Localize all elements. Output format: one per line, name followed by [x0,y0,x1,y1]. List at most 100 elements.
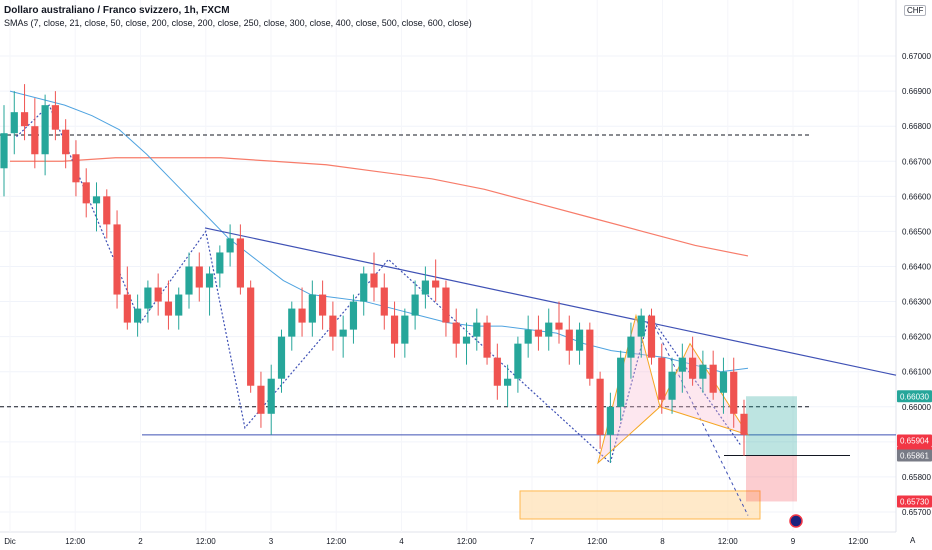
candle [103,196,111,225]
y-tick-label: 0.65800 [902,473,931,482]
x-tick-label: 12:00 [587,537,608,546]
auto-scale-button[interactable]: A [910,536,916,545]
y-tick-label: 0.67000 [902,52,931,61]
y-tick-label: 0.66400 [902,262,931,271]
candle [421,280,429,295]
trendline [204,227,897,376]
x-tick-label: 12:00 [65,537,86,546]
candle [92,196,101,204]
candle [730,371,738,414]
candle [257,385,265,414]
x-tick-label: 12:00 [196,537,217,546]
candle [134,308,142,323]
price-tag [897,390,932,403]
candle [236,238,244,288]
y-tick-label: 0.66500 [902,227,931,236]
candle [144,287,152,309]
candle [719,371,728,393]
candle [637,315,645,337]
candle [524,329,532,344]
candle [617,357,625,407]
candle [401,315,409,344]
candle [185,266,193,295]
candle [319,294,327,316]
y-tick-label: 0.66100 [902,368,931,377]
candle [658,357,666,400]
candle [298,308,306,323]
currency-label[interactable]: CHF [904,5,927,16]
candle [473,322,481,337]
x-tick-label: 7 [530,537,535,546]
price-tag [897,495,932,508]
candle [51,105,59,130]
x-tick-label: 9 [791,537,796,546]
candle [329,315,337,337]
candle [555,322,563,330]
y-tick-label: 0.66700 [902,157,931,166]
candle [154,287,162,302]
candle [370,273,378,288]
demand-zone [519,490,761,520]
flag-icon [789,514,803,528]
candle [226,238,234,253]
chart-title: Dollaro australiano / Franco svizzero, 1… [4,5,230,16]
candle [411,294,419,316]
candle [195,266,203,288]
candle [0,133,8,169]
candle [678,357,686,372]
candle [267,378,275,414]
candle [740,413,748,435]
y-tick-label: 0.66300 [902,298,931,307]
candle [339,329,347,337]
price-tag [897,449,932,462]
candle [62,129,70,155]
candle [175,294,183,316]
candle [349,301,358,330]
target-zone [746,396,797,456]
stop-zone [746,455,797,502]
x-tick-label: 12:00 [718,537,739,546]
candle [606,406,614,435]
candle [483,322,491,358]
candle [82,182,90,204]
y-tick-label: 0.66600 [902,192,931,201]
candle [709,364,717,393]
candle [31,126,39,155]
candle [699,364,707,379]
candle [20,112,29,127]
y-tick-label: 0.66200 [902,333,931,342]
candle [123,294,131,323]
candle [586,329,594,379]
x-tick-label: 3 [269,537,274,546]
sma-slow-line [10,157,749,257]
candle [308,294,316,323]
price-tag-label: 0.65904 [900,436,929,445]
x-tick-label: 12:00 [848,537,869,546]
candle [493,357,501,386]
candle [668,371,676,400]
candle [545,322,553,337]
price-tag-label: 0.65861 [900,452,929,461]
candle [164,301,173,316]
price-tag-label: 0.65730 [900,497,929,506]
candle [647,315,656,358]
candle [534,329,543,337]
candle [390,315,399,344]
candle [277,336,286,379]
candle [216,252,224,274]
candle [596,378,604,435]
indicator-legend[interactable]: SMAs (7, close, 21, close, 50, close, 20… [4,18,472,28]
candle [565,329,573,351]
y-tick-label: 0.66800 [902,122,931,131]
x-tick-label: Dic [4,537,16,546]
y-tick-label: 0.66900 [902,87,931,96]
candle [205,273,214,288]
candle [627,336,635,358]
y-tick-label: 0.65700 [902,508,931,517]
candle [504,378,512,386]
x-tick-label: 2 [138,537,143,546]
candle [452,322,460,344]
candle [10,112,18,134]
candle [247,287,255,386]
